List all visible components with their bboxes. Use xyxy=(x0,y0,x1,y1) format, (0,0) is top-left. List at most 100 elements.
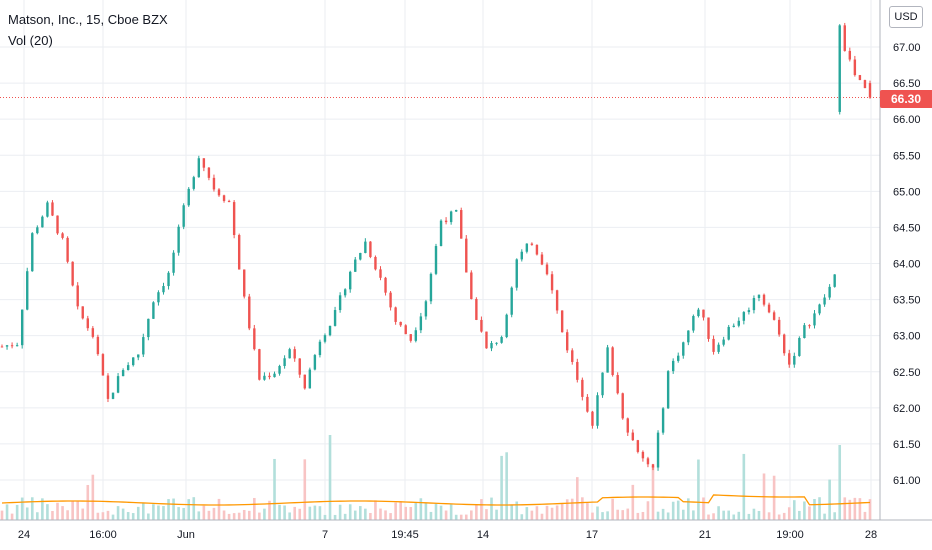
candle-body xyxy=(41,216,44,228)
volume-bar xyxy=(808,506,811,520)
candle-body xyxy=(611,347,614,376)
candle-body xyxy=(702,309,705,318)
candle-body xyxy=(349,271,352,290)
volume-bar xyxy=(611,498,614,520)
volume-bar xyxy=(722,510,725,520)
candle-body xyxy=(495,342,498,344)
candle-body xyxy=(313,355,317,370)
candle-body xyxy=(868,83,872,98)
volume-bar xyxy=(323,514,327,520)
candle-body xyxy=(631,432,635,441)
price-tick-label: 64.50 xyxy=(893,222,921,234)
volume-bar xyxy=(818,497,821,520)
volume-bar xyxy=(419,498,423,520)
volume-bar xyxy=(853,497,857,520)
candle-body xyxy=(545,264,549,275)
candle-body xyxy=(253,328,256,350)
volume-bar xyxy=(671,501,675,520)
price-tick-label: 62.50 xyxy=(893,367,921,379)
volume-bar xyxy=(843,497,847,520)
candle-body xyxy=(157,292,160,303)
candle-body xyxy=(20,309,24,346)
volume-bar xyxy=(454,514,458,520)
candle-body xyxy=(91,328,95,337)
volume-bar xyxy=(394,502,397,520)
volume-bar xyxy=(46,504,49,520)
volume-bar xyxy=(475,504,478,520)
volume-legend[interactable]: Vol (20) xyxy=(8,33,53,48)
candle-body xyxy=(192,177,195,189)
volume-bar xyxy=(646,501,650,520)
candle-body xyxy=(692,316,695,331)
volume-bar xyxy=(25,507,29,520)
volume-bar xyxy=(126,512,130,520)
time-axis[interactable]: 24 16:00 Jun 7 19:45 14 17 21 19:00 28 xyxy=(18,529,877,541)
volume-bars xyxy=(0,435,872,520)
candle-body xyxy=(616,375,619,394)
volume-bar xyxy=(752,508,756,520)
volume-bar xyxy=(359,506,362,520)
candle-body xyxy=(101,354,105,376)
candle-body xyxy=(26,271,29,310)
candle-body xyxy=(31,233,34,272)
volume-bar xyxy=(727,510,730,520)
candle-body xyxy=(389,292,392,308)
volume-bar xyxy=(76,501,79,520)
volume-bar xyxy=(293,506,296,520)
volume-bar xyxy=(570,498,574,520)
volume-bar xyxy=(404,506,408,520)
volume-bar xyxy=(863,511,867,520)
candle-body xyxy=(717,344,720,352)
candle-body xyxy=(682,342,685,356)
candle-body xyxy=(813,313,816,326)
candle-body xyxy=(666,371,670,409)
volume-bar xyxy=(606,511,609,520)
volume-bar xyxy=(273,458,276,520)
time-tick-label: 17 xyxy=(586,529,598,541)
chart-legend: Matson, Inc., 15, Cboe BZX Vol (20) xyxy=(8,9,168,51)
volume-bar xyxy=(555,505,559,520)
volume-bar xyxy=(0,510,4,520)
candle-body xyxy=(677,355,680,361)
volume-bar xyxy=(197,511,201,520)
volume-bar xyxy=(414,502,418,520)
candle-body xyxy=(576,361,579,380)
volume-bar xyxy=(182,507,185,520)
volume-ma-line xyxy=(1,494,871,506)
candle-body xyxy=(96,336,100,355)
candle-body xyxy=(202,158,206,168)
candle-body xyxy=(566,332,569,351)
volume-bar xyxy=(66,510,69,520)
candle-body xyxy=(515,259,518,288)
candle-body xyxy=(5,345,9,347)
volume-bar xyxy=(656,511,660,520)
volume-bar xyxy=(152,504,155,520)
candle-body xyxy=(162,286,165,293)
volume-bar xyxy=(86,484,90,520)
candle-body xyxy=(81,306,84,319)
symbol-title[interactable]: Matson, Inc., 15, Cboe BZX xyxy=(8,12,168,27)
candle-body xyxy=(409,334,412,341)
volume-bar xyxy=(565,499,569,520)
candle-body xyxy=(535,244,539,255)
candle-body xyxy=(147,318,150,338)
candle-body xyxy=(808,325,811,327)
candle-body xyxy=(46,202,49,217)
candle-body xyxy=(798,337,801,356)
volume-bar xyxy=(308,506,312,520)
volume-bar xyxy=(813,498,816,520)
candle-body xyxy=(298,358,301,375)
price-axis[interactable]: 61.00 61.50 62.00 62.50 63.00 63.50 64.00 64.50… xyxy=(893,42,921,487)
volume-bar xyxy=(641,511,645,520)
volume-bar xyxy=(157,505,160,520)
volume-bar xyxy=(227,513,231,520)
volume-bar xyxy=(51,510,54,520)
candle-body xyxy=(343,289,347,296)
currency-button[interactable]: USD xyxy=(889,6,923,28)
candle-body xyxy=(581,379,584,397)
volume-bar xyxy=(253,497,256,520)
volume-bar xyxy=(803,501,806,520)
candle-body xyxy=(762,294,766,305)
candle-body xyxy=(434,246,438,274)
